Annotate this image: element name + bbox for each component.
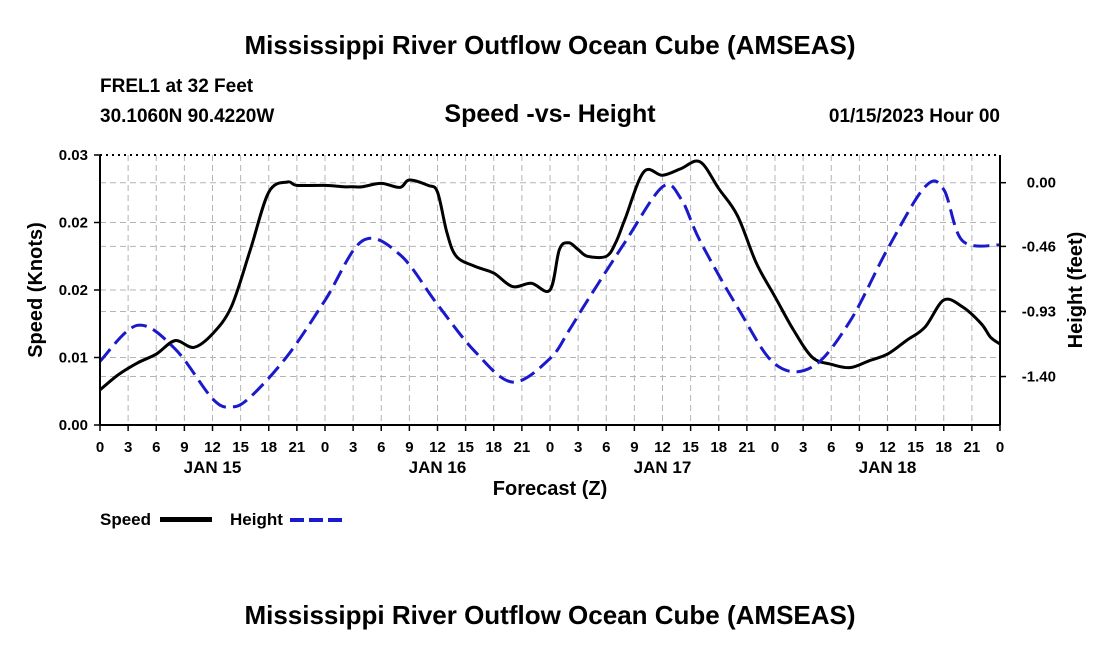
right-tick-label: 0.00 [1027, 175, 1056, 192]
x-tick-label: 9 [405, 439, 413, 456]
x-date-label: JAN 16 [409, 458, 467, 477]
right-tick-label: -1.40 [1022, 369, 1056, 386]
legend-height-label: Height [230, 510, 283, 529]
x-tick-label: 15 [682, 439, 699, 456]
x-tick-label: 18 [710, 439, 727, 456]
chart-grid [100, 155, 1000, 425]
chart-subtitle: Speed -vs- Height [444, 100, 656, 128]
main-title: Mississippi River Outflow Ocean Cube (AM… [244, 30, 856, 60]
x-tick-label: 3 [124, 439, 132, 456]
x-tick-label: 9 [630, 439, 638, 456]
x-tick-label: 0 [321, 439, 329, 456]
series-line-speed [99, 159, 1001, 392]
x-tick-label: 21 [964, 439, 981, 456]
x-tick-label: 21 [514, 439, 531, 456]
x-tick-label: 12 [879, 439, 896, 456]
left-tick-label: 0.02 [59, 282, 88, 299]
x-tick-label: 15 [457, 439, 474, 456]
legend-speed-swatch [160, 517, 212, 522]
right-tick-label: -0.46 [1022, 238, 1056, 255]
x-tick-label: 9 [855, 439, 863, 456]
x-tick-label: 3 [349, 439, 357, 456]
legend-speed-label: Speed [100, 510, 152, 529]
right-axis-title: Height (feet) [1065, 232, 1087, 349]
left-tick-label: 0.00 [59, 417, 88, 434]
x-axis-title: Forecast (Z) [493, 478, 607, 500]
x-tick-label: 18 [485, 439, 502, 456]
x-tick-label: 12 [429, 439, 446, 456]
x-tick-label: 0 [96, 439, 104, 456]
x-tick-label: 21 [289, 439, 306, 456]
x-tick-label: 0 [546, 439, 554, 456]
x-tick-label: 6 [827, 439, 835, 456]
x-tick-label: 3 [574, 439, 582, 456]
x-tick-label: 12 [654, 439, 671, 456]
speed-height-chart: 0 3 6 9 12 15 18 21 0 3 6 9 12 15 18 21 0 3 6 9 12 15 18 21 0 3 6 9… [25, 147, 1087, 500]
x-date-label: JAN 18 [859, 458, 917, 477]
station-label: FREL1 at 32 Feet [100, 76, 254, 97]
x-tick-label: 12 [204, 439, 221, 456]
chart-labels: 0 3 6 9 12 15 18 21 0 3 6 9 12 15 18 21 0 3 6 9 12 15 18 21 0 3 6 9… [25, 147, 1087, 500]
x-tick-label: 6 [152, 439, 160, 456]
x-tick-label: 15 [907, 439, 924, 456]
x-tick-label: 3 [799, 439, 807, 456]
left-tick-label: 0.02 [59, 215, 88, 232]
x-tick-label: 0 [996, 439, 1004, 456]
series-line-height [98, 179, 1001, 409]
x-tick-label: 18 [260, 439, 277, 456]
left-tick-label: 0.03 [59, 147, 88, 164]
left-tick-label: 0.01 [59, 350, 88, 367]
chart-axes [94, 154, 1006, 431]
right-tick-label: -0.93 [1022, 303, 1056, 320]
chart-series [98, 159, 1001, 409]
forecast-datetime: 01/15/2023 Hour 00 [828, 106, 1000, 127]
x-tick-label: 6 [602, 439, 610, 456]
x-tick-label: 21 [739, 439, 756, 456]
station-coords: 30.1060N 90.4220W [100, 106, 275, 127]
legend-height-swatch [290, 518, 342, 522]
x-tick-label: 9 [180, 439, 188, 456]
x-date-label: JAN 15 [184, 458, 242, 477]
left-axis-title: Speed (Knots) [25, 222, 47, 358]
x-tick-label: 15 [232, 439, 249, 456]
x-tick-label: 6 [377, 439, 385, 456]
x-tick-label: 18 [935, 439, 952, 456]
footer-title: Mississippi River Outflow Ocean Cube (AM… [244, 600, 856, 630]
x-date-label: JAN 17 [634, 458, 692, 477]
x-tick-label: 0 [771, 439, 779, 456]
